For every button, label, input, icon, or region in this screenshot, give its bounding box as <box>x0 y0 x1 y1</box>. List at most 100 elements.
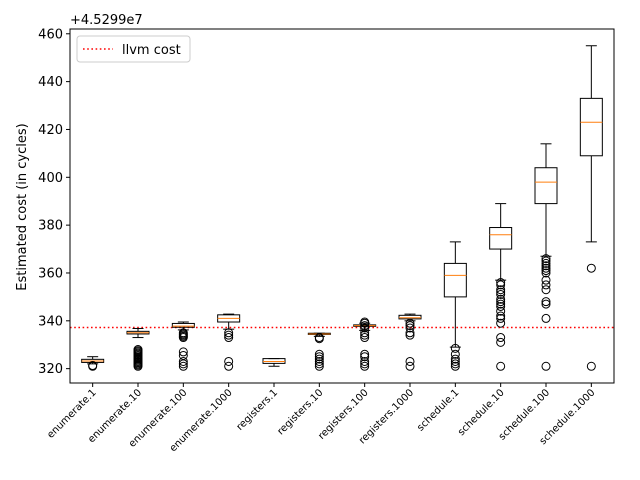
y-tick-label: 460 <box>38 27 63 42</box>
outlier-point <box>541 285 551 295</box>
outlier-point <box>541 256 551 266</box>
outlier-point <box>178 361 188 371</box>
outlier-point <box>360 317 370 327</box>
outlier-point <box>314 354 324 364</box>
outlier-point <box>224 328 234 338</box>
axes-frame <box>69 28 615 384</box>
outlier-point <box>178 328 188 338</box>
outlier-point <box>314 349 324 359</box>
box-registers.100 <box>353 317 377 371</box>
outlier-point <box>405 328 415 338</box>
outlier-point <box>450 359 460 369</box>
outlier-point <box>360 330 370 340</box>
outlier-point <box>405 321 415 331</box>
outlier-point <box>178 356 188 366</box>
outlier-point <box>586 263 596 273</box>
legend: llvm cost <box>76 35 191 63</box>
box-body <box>534 167 558 205</box>
outlier-point <box>496 290 506 299</box>
outlier-point <box>360 356 370 366</box>
box-body <box>489 227 513 250</box>
outlier-point <box>496 297 506 307</box>
outlier-point <box>450 354 460 364</box>
outlier-point <box>496 278 506 288</box>
outlier-point <box>314 361 324 371</box>
outlier-point <box>496 301 506 311</box>
outlier-point <box>314 352 324 362</box>
outlier-point <box>450 361 460 371</box>
y-tick-label: 320 <box>38 362 63 377</box>
y-axis-label: Estimated cost (in cycles) <box>15 123 30 290</box>
box-registers.1000 <box>398 313 422 371</box>
outlier-point <box>541 254 551 264</box>
outlier-point <box>224 356 234 366</box>
outlier-point <box>314 356 324 366</box>
outlier-point <box>541 313 551 323</box>
y-tick-label: 360 <box>38 266 63 281</box>
box-body <box>171 322 195 328</box>
outlier-point <box>586 361 596 371</box>
outlier-point <box>450 349 460 359</box>
outlier-point <box>496 287 506 297</box>
outlier-point <box>496 333 506 343</box>
y-tick-label: 420 <box>38 123 63 138</box>
outlier-point <box>360 321 370 331</box>
outlier-point <box>496 294 506 304</box>
outlier-point <box>360 349 370 359</box>
outlier-point <box>405 318 415 328</box>
box-schedule.1 <box>443 241 467 371</box>
outlier-point <box>541 263 551 273</box>
outlier-point <box>541 275 551 285</box>
outlier-point <box>496 280 506 290</box>
outlier-point <box>224 333 234 343</box>
box-registers.10 <box>307 332 331 371</box>
outlier-point <box>496 311 506 321</box>
outlier-point <box>541 268 551 278</box>
outlier-point <box>496 285 506 295</box>
outlier-point <box>88 361 98 371</box>
outlier-point <box>405 330 415 340</box>
outlier-point <box>360 361 370 371</box>
box-enumerate.100 <box>171 321 195 371</box>
outlier-point <box>178 347 188 357</box>
outlier-point <box>224 361 234 371</box>
outlier-point <box>496 361 506 371</box>
box-body <box>443 262 467 298</box>
outlier-point <box>178 350 188 360</box>
outlier-point <box>405 323 415 333</box>
box-body <box>579 97 603 157</box>
outlier-point <box>541 361 551 371</box>
outlier-point <box>314 333 324 343</box>
outlier-point <box>541 280 551 290</box>
y-offset-label: +4.5299e7 <box>70 13 143 28</box>
outlier-point <box>405 356 415 366</box>
outlier-point <box>314 359 324 369</box>
outlier-point <box>133 345 143 355</box>
outlier-point <box>360 328 370 338</box>
y-tick-label: 340 <box>38 314 63 329</box>
y-tick-label: 440 <box>38 75 63 90</box>
box-registers.1 <box>262 358 286 367</box>
y-tick-label: 380 <box>38 219 63 234</box>
outlier-point <box>541 297 551 307</box>
outlier-point <box>360 352 370 362</box>
outlier-point <box>405 361 415 371</box>
y-tick-label: 400 <box>38 171 63 186</box>
outlier-point <box>360 333 370 343</box>
outlier-point <box>360 359 370 369</box>
box-schedule.100 <box>534 143 558 371</box>
box-schedule.10 <box>489 203 513 371</box>
legend-frame <box>76 35 191 63</box>
outlier-point <box>450 343 460 353</box>
outlier-point <box>496 306 506 316</box>
box-enumerate.1 <box>81 356 105 371</box>
legend-label: llvm cost <box>122 43 181 58</box>
outlier-point <box>496 318 506 328</box>
outlier-point <box>360 323 370 333</box>
outlier-point <box>541 258 551 268</box>
outlier-point <box>450 356 460 366</box>
outlier-point <box>496 313 506 323</box>
outlier-point <box>541 299 551 309</box>
outlier-point <box>224 330 234 340</box>
